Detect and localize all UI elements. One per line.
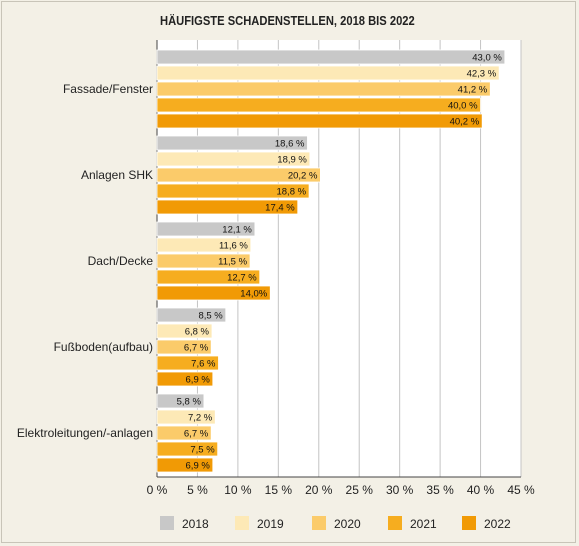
- category-label: Elektroleitungen/-anlagen: [17, 426, 153, 440]
- bar: [156, 151, 311, 167]
- bar: [156, 221, 256, 237]
- bar-value-label: 6,9 %: [186, 461, 211, 472]
- bar-value-label: 42,3 %: [467, 69, 497, 80]
- bar-value-label: 18,8 %: [276, 187, 306, 198]
- legend-swatch: [312, 516, 326, 530]
- bar: [156, 97, 481, 113]
- bar: [156, 307, 227, 323]
- x-tick-label: 5 %: [187, 483, 208, 497]
- bar-value-label: 12,7 %: [227, 273, 257, 284]
- bar-value-label: 40,0 %: [448, 101, 478, 112]
- bar: [156, 323, 213, 339]
- bar: [156, 113, 483, 129]
- legend-label: 2019: [257, 517, 284, 531]
- bar: [156, 355, 219, 371]
- bar-value-label: 7,2 %: [188, 413, 213, 424]
- legend-label: 2021: [410, 517, 437, 531]
- bar-value-label: 20,2 %: [288, 171, 318, 182]
- bar-value-label: 14,0%: [240, 289, 267, 300]
- bar-value-label: 6,8 %: [185, 327, 210, 338]
- bar: [156, 199, 299, 215]
- bar-value-label: 11,5 %: [218, 257, 247, 268]
- bar: [156, 441, 219, 457]
- chart-title: HÄUFIGSTE SCHADENSTELLEN, 2018 BIS 2022: [160, 13, 415, 28]
- bar: [156, 285, 271, 301]
- bar-value-label: 6,7 %: [184, 429, 209, 440]
- bar-value-label: 11,6 %: [219, 241, 248, 252]
- bar: [156, 425, 212, 441]
- bar-value-label: 18,6 %: [275, 139, 305, 150]
- bar-value-label: 6,7 %: [184, 343, 209, 354]
- bar: [156, 457, 214, 473]
- x-tick-label: 45 %: [507, 483, 535, 497]
- x-tick-label: 20 %: [305, 483, 333, 497]
- x-tick-label: 40 %: [467, 483, 495, 497]
- bar: [156, 371, 214, 387]
- category-label: Dach/Decke: [88, 254, 154, 268]
- bar: [156, 183, 310, 199]
- bar-value-label: 6,9 %: [186, 375, 211, 386]
- bar: [156, 253, 251, 269]
- x-tick-label: 0 %: [147, 483, 168, 497]
- bar: [156, 393, 205, 409]
- bar: [156, 409, 216, 425]
- bar-value-label: 8,5 %: [198, 311, 223, 322]
- x-tick-label: 25 %: [346, 483, 374, 497]
- legend-swatch: [235, 516, 249, 530]
- legend-swatch: [388, 516, 402, 530]
- bar-value-label: 41,2 %: [458, 85, 488, 96]
- legend-swatch: [160, 516, 174, 530]
- x-tick-label: 15 %: [265, 483, 293, 497]
- bar: [156, 269, 261, 285]
- bar: [156, 167, 321, 183]
- bar-value-label: 43,0 %: [472, 53, 502, 64]
- bar-value-label: 18,9 %: [277, 155, 307, 166]
- x-tick-label: 30 %: [386, 483, 414, 497]
- legend-label: 2022: [484, 517, 511, 531]
- legend-swatch: [462, 516, 476, 530]
- bar-value-label: 5,8 %: [177, 397, 202, 408]
- bar: [156, 65, 500, 81]
- bar-value-label: 7,5 %: [190, 445, 215, 456]
- x-tick-label: 35 %: [426, 483, 454, 497]
- bar: [156, 339, 212, 355]
- category-label: Anlagen SHK: [81, 168, 153, 182]
- bar: [156, 81, 491, 97]
- legend-label: 2020: [334, 517, 361, 531]
- category-label: Fußboden(aufbau): [54, 340, 153, 354]
- bar: [156, 49, 506, 65]
- legend-label: 2018: [182, 517, 209, 531]
- bar-value-label: 7,6 %: [191, 359, 216, 370]
- bar: [156, 135, 308, 151]
- bar-value-label: 17,4 %: [265, 203, 295, 214]
- bar: [156, 237, 252, 253]
- x-tick-label: 10 %: [224, 483, 252, 497]
- bar-value-label: 12,1 %: [222, 225, 252, 236]
- category-label: Fassade/Fenster: [63, 82, 153, 96]
- bar-value-label: 40,2 %: [450, 117, 480, 128]
